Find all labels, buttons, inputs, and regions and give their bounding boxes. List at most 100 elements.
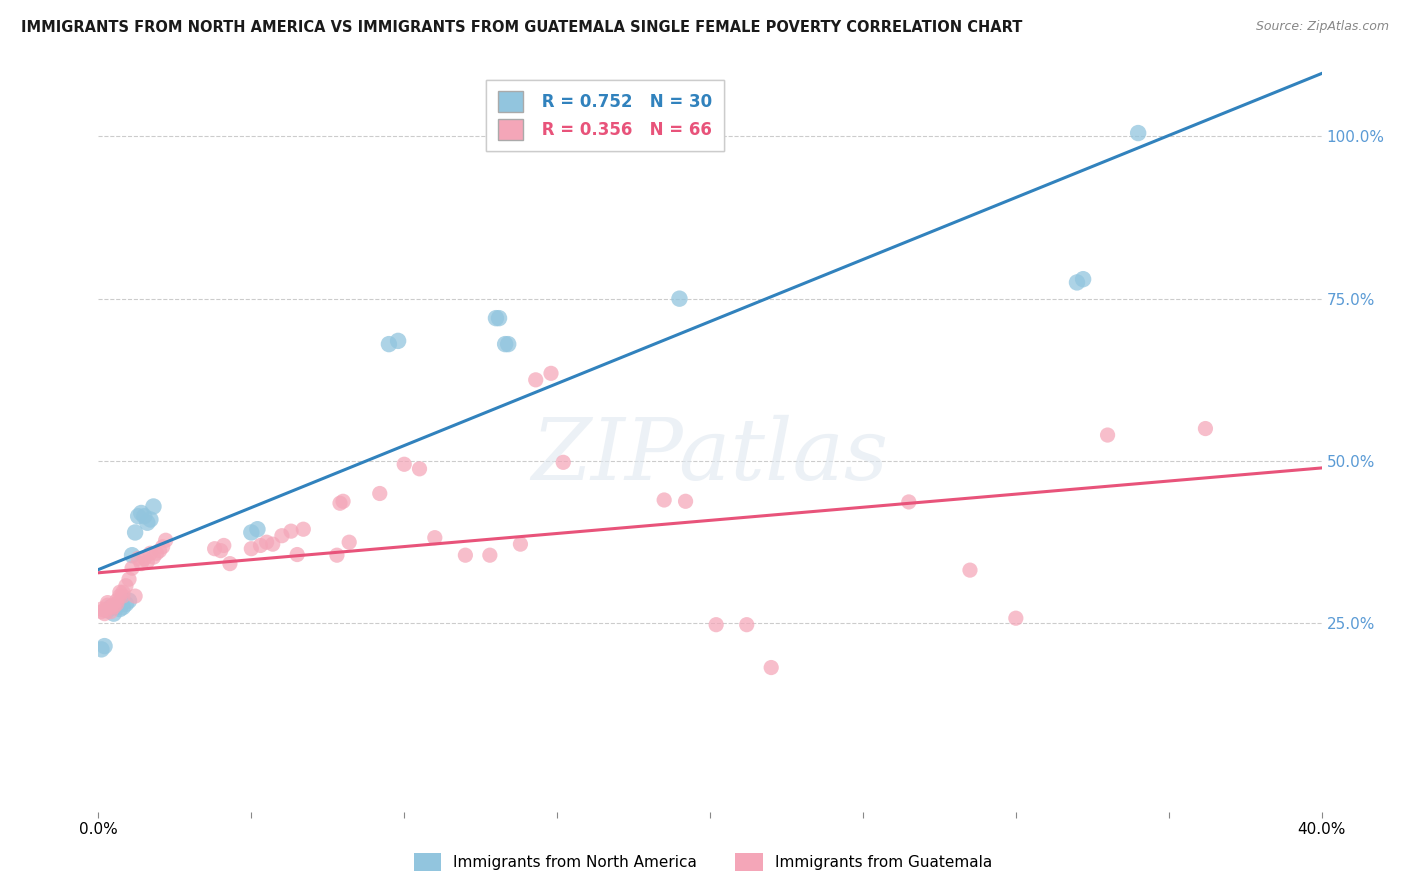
Point [509, 537, 531, 551]
Point [959, 563, 981, 577]
Point [1097, 428, 1119, 442]
Point [115, 597, 138, 611]
Point [90, 605, 112, 619]
Point [103, 600, 125, 615]
Point [108, 589, 131, 603]
Point [332, 494, 354, 508]
Point [540, 367, 562, 381]
Point [152, 540, 174, 554]
Point [100, 600, 122, 615]
Point [1004, 611, 1026, 625]
Point [111, 585, 134, 599]
Point [105, 597, 128, 611]
Text: ZIPatlas: ZIPatlas [531, 415, 889, 498]
Point [285, 548, 308, 562]
Point [392, 457, 416, 471]
Point [108, 585, 131, 599]
Point [496, 337, 519, 351]
Point [408, 462, 430, 476]
Point [668, 292, 690, 306]
Point [100, 605, 122, 619]
Point [326, 548, 349, 562]
Point [378, 337, 401, 351]
Point [136, 516, 159, 530]
Point [240, 541, 263, 556]
Point [103, 607, 125, 621]
Point [121, 548, 143, 562]
Point [368, 486, 391, 500]
Point [139, 546, 162, 560]
Point [280, 524, 302, 538]
Point [93, 639, 115, 653]
Text: IMMIGRANTS FROM NORTH AMERICA VS IMMIGRANTS FROM GUATEMALA SINGLE FEMALE POVERTY: IMMIGRANTS FROM NORTH AMERICA VS IMMIGRA… [21, 20, 1022, 35]
Point [129, 506, 152, 520]
Point [524, 373, 547, 387]
Point [329, 496, 352, 510]
Point [209, 543, 232, 558]
Point [652, 493, 675, 508]
Point [105, 600, 128, 615]
Point [337, 535, 360, 549]
Point [124, 525, 146, 540]
Point [1066, 276, 1088, 290]
Point [704, 617, 727, 632]
Point [100, 600, 122, 615]
Point [454, 548, 477, 562]
Point [111, 589, 134, 603]
Point [735, 617, 758, 632]
Point [759, 660, 782, 674]
Legend: Immigrants from North America, Immigrants from Guatemala: Immigrants from North America, Immigrant… [408, 847, 998, 877]
Point [97, 603, 120, 617]
Legend:  R = 0.752   N = 30,  R = 0.356   N = 66: R = 0.752 N = 30, R = 0.356 N = 66 [486, 79, 724, 151]
Point [494, 337, 516, 351]
Point [1194, 421, 1216, 435]
Point [93, 603, 115, 617]
Point [488, 311, 510, 326]
Point [240, 525, 263, 540]
Point [142, 550, 165, 565]
Point [103, 598, 125, 612]
Point [105, 593, 128, 607]
Point [387, 334, 409, 348]
Point [262, 537, 284, 551]
Point [270, 529, 292, 543]
Point [90, 642, 112, 657]
Point [1071, 272, 1094, 286]
Point [1128, 126, 1150, 140]
Point [136, 555, 159, 569]
Point [93, 607, 115, 621]
Point [142, 500, 165, 514]
Point [121, 561, 143, 575]
Point [97, 598, 120, 612]
Point [256, 535, 278, 549]
Point [127, 509, 149, 524]
Point [212, 538, 235, 552]
Point [478, 548, 501, 562]
Point [97, 596, 120, 610]
Point [204, 541, 226, 556]
Point [675, 494, 697, 508]
Point [129, 557, 152, 571]
Point [246, 522, 269, 536]
Point [249, 538, 271, 552]
Point [134, 551, 156, 566]
Point [485, 311, 508, 326]
Point [134, 509, 156, 524]
Point [90, 602, 112, 616]
Point [553, 455, 575, 469]
Point [139, 512, 162, 526]
Point [111, 600, 134, 615]
Point [155, 533, 177, 548]
Point [118, 593, 141, 607]
Point [115, 579, 138, 593]
Point [127, 551, 149, 566]
Text: Source: ZipAtlas.com: Source: ZipAtlas.com [1256, 20, 1389, 33]
Point [423, 531, 446, 545]
Point [897, 495, 920, 509]
Point [292, 522, 315, 536]
Point [145, 546, 167, 560]
Point [118, 572, 141, 586]
Point [108, 602, 131, 616]
Point [219, 557, 242, 571]
Point [149, 543, 172, 558]
